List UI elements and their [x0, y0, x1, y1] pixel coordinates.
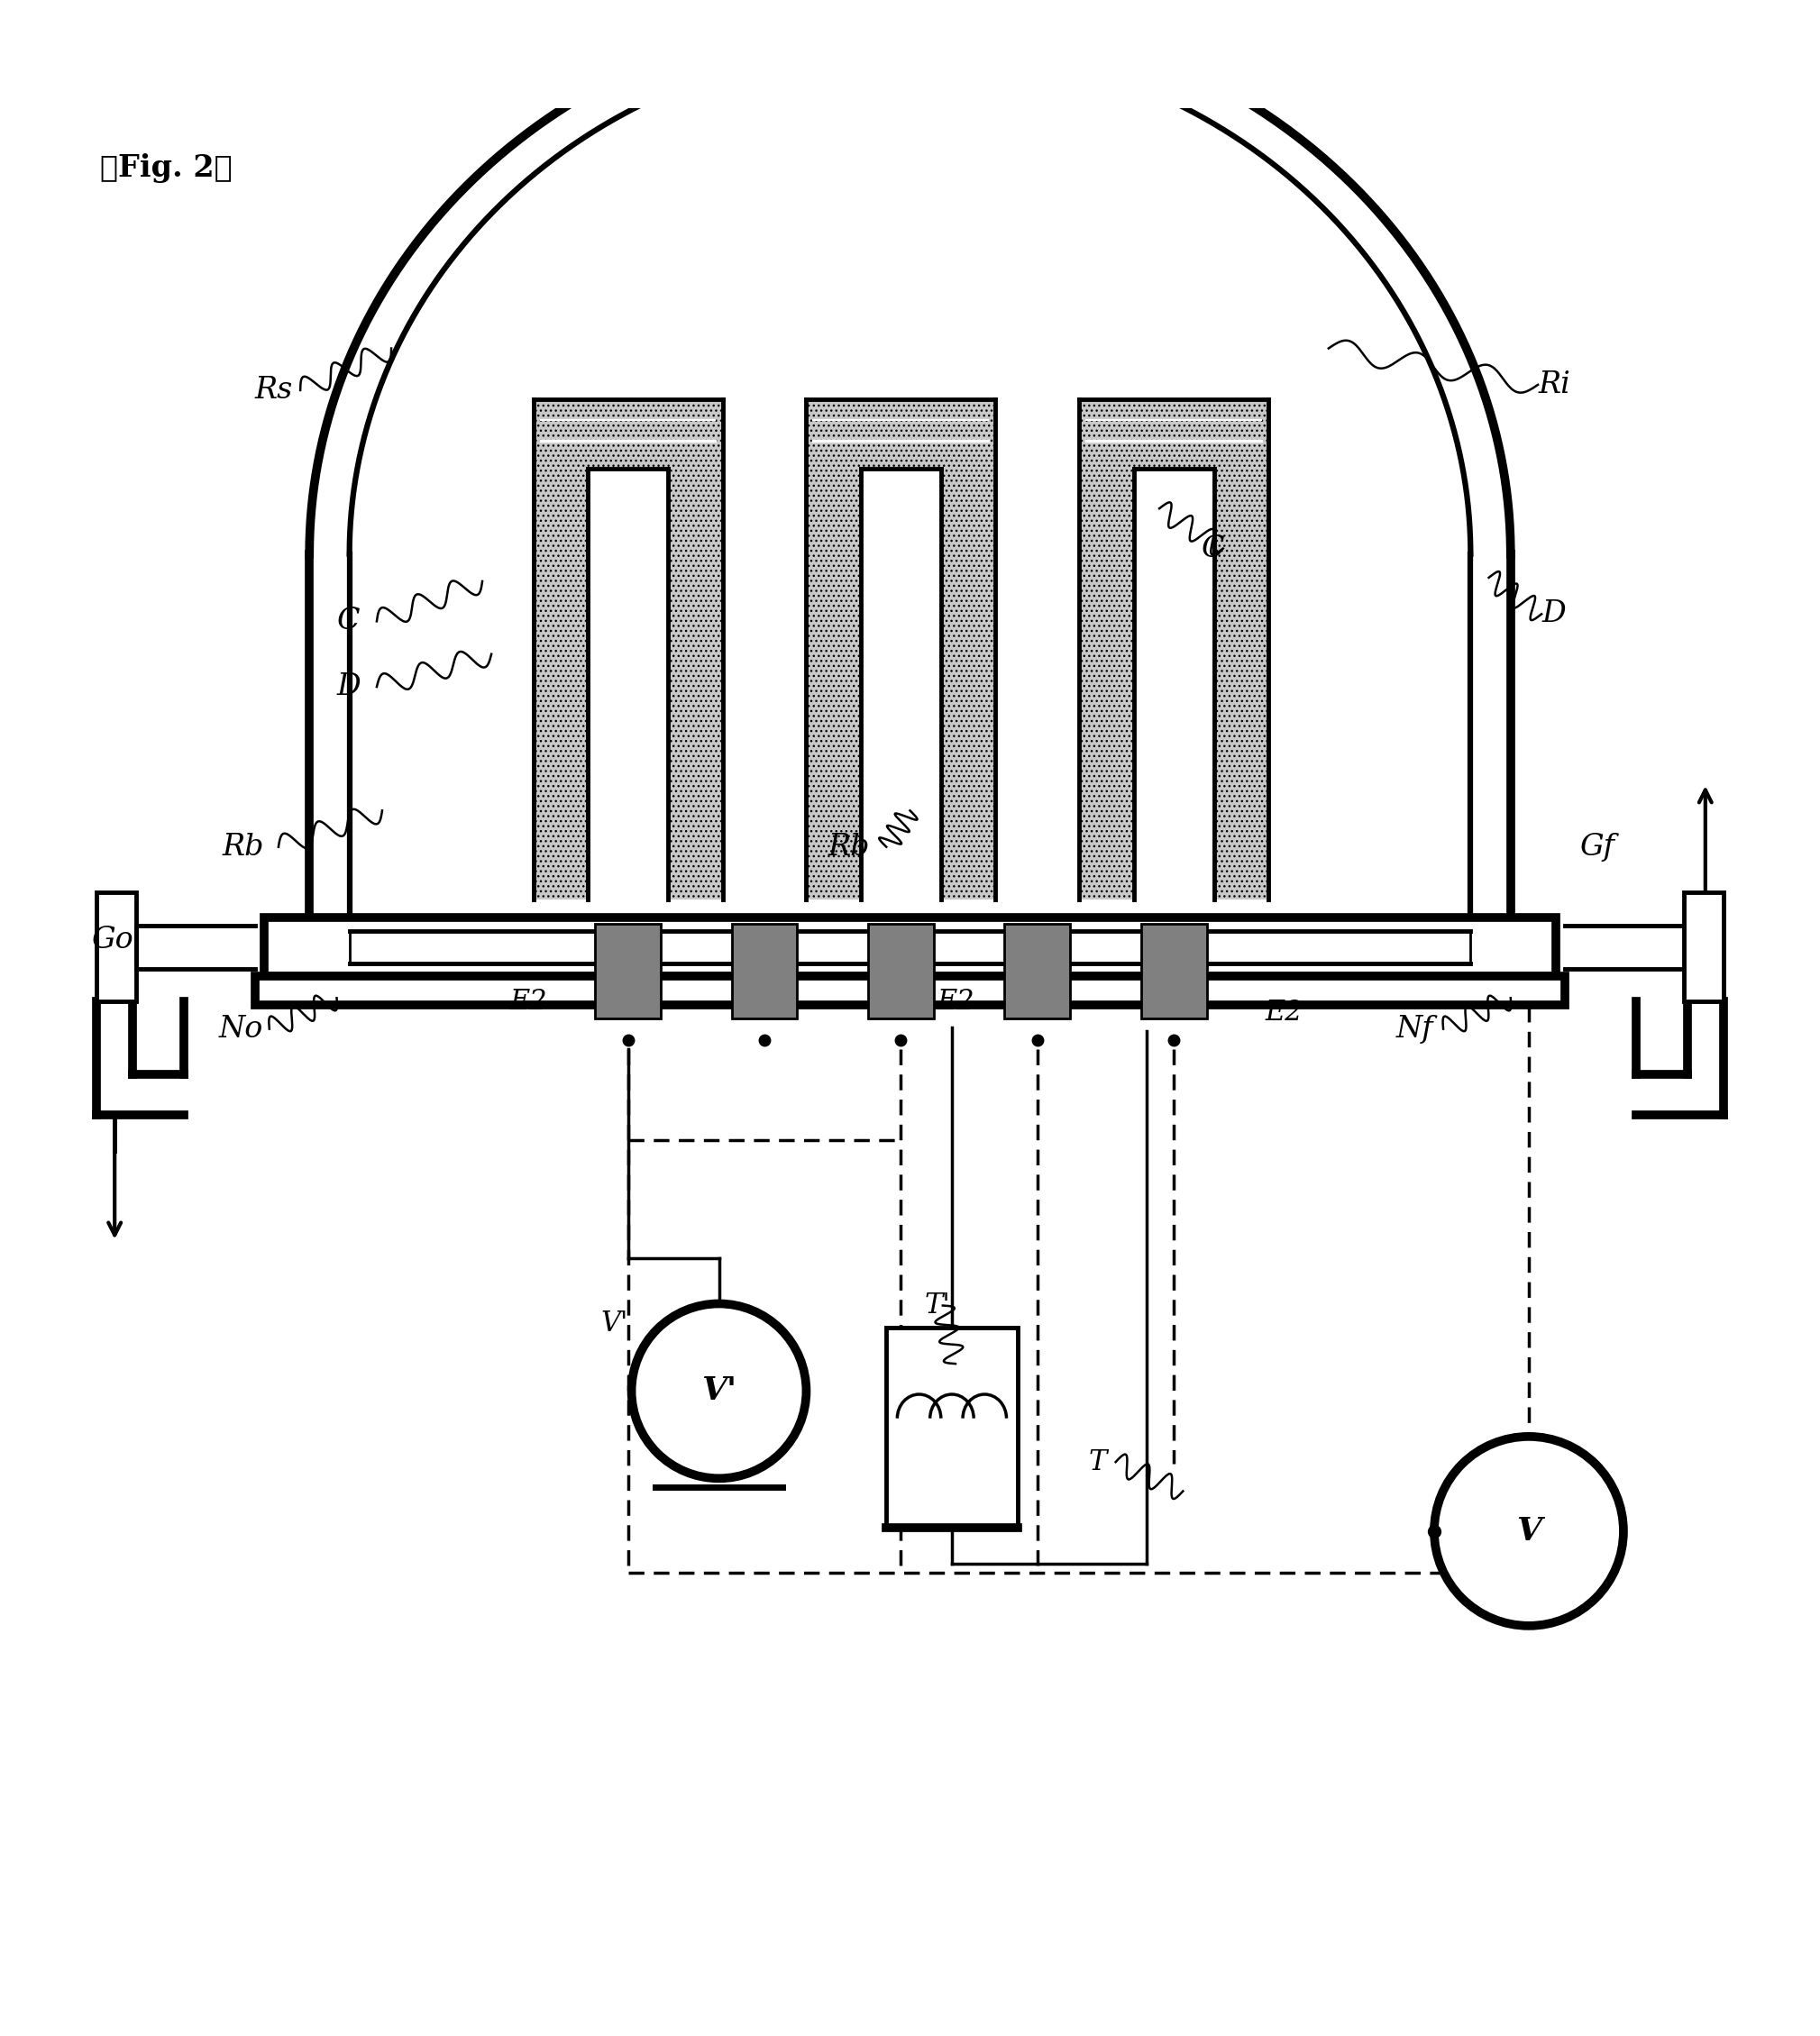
Text: Gf: Gf: [1580, 833, 1614, 861]
Bar: [1684, 892, 1724, 1002]
Bar: [533, 399, 723, 468]
Text: Rs: Rs: [255, 377, 293, 405]
Text: Rb: Rb: [828, 833, 870, 861]
Text: E2: E2: [937, 987, 976, 1016]
Bar: [886, 1327, 1017, 1527]
Text: D: D: [1542, 601, 1565, 629]
Text: V: V: [1516, 1517, 1542, 1547]
Bar: [533, 399, 588, 900]
Bar: [349, 930, 1471, 963]
Bar: [806, 399, 861, 900]
Text: C: C: [337, 607, 360, 635]
Circle shape: [1434, 1437, 1623, 1627]
Bar: [96, 892, 136, 1002]
Bar: [941, 399, 996, 900]
Text: T': T': [925, 1291, 950, 1319]
Text: D: D: [337, 672, 360, 700]
Bar: [1141, 924, 1207, 1018]
Bar: [668, 399, 723, 900]
Bar: [1005, 924, 1070, 1018]
Text: V': V': [701, 1376, 737, 1407]
Bar: [1214, 399, 1269, 900]
Text: 【Fig. 2】: 【Fig. 2】: [100, 153, 233, 183]
Text: Nf: Nf: [1396, 1014, 1434, 1042]
Text: E2: E2: [1265, 998, 1303, 1026]
Bar: [255, 975, 1565, 1006]
Text: No: No: [218, 1014, 262, 1042]
Bar: [533, 399, 723, 468]
Bar: [264, 918, 1556, 975]
Bar: [1079, 399, 1134, 900]
Bar: [806, 399, 861, 900]
Text: Rb: Rb: [222, 833, 264, 861]
Text: T: T: [1088, 1448, 1107, 1476]
Bar: [806, 399, 996, 468]
Text: C: C: [1201, 533, 1225, 562]
Bar: [1079, 399, 1134, 900]
Text: V': V': [601, 1309, 628, 1338]
Bar: [732, 924, 797, 1018]
Bar: [1214, 399, 1269, 900]
Bar: [806, 399, 996, 468]
Bar: [1079, 399, 1269, 468]
Bar: [668, 399, 723, 900]
Bar: [941, 399, 996, 900]
Bar: [868, 924, 934, 1018]
Text: Go: Go: [91, 924, 133, 955]
Text: E2: E2: [510, 987, 548, 1016]
Bar: [595, 924, 661, 1018]
Bar: [533, 399, 588, 900]
Bar: [1079, 399, 1269, 468]
Circle shape: [632, 1303, 806, 1478]
Text: Ri: Ri: [1538, 371, 1571, 399]
